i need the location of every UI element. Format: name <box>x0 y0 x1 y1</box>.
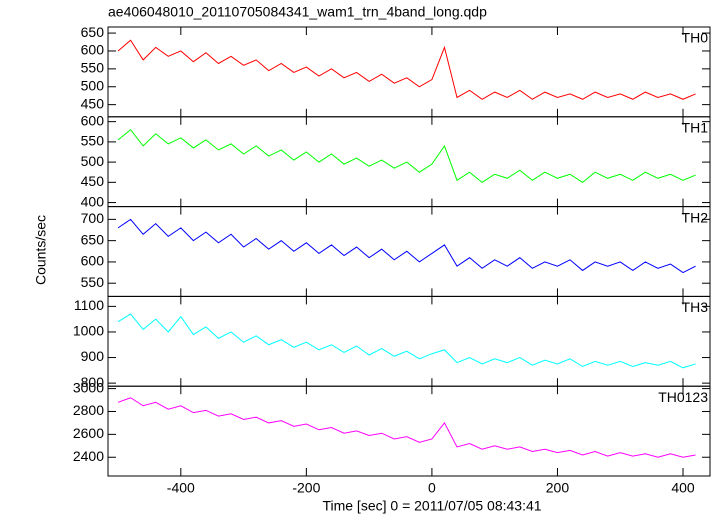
y-tick-label: 600 <box>81 112 105 128</box>
y-tick-label: 2800 <box>73 402 104 418</box>
data-line <box>117 397 696 458</box>
x-tick-label: 400 <box>671 480 695 496</box>
x-tick-label: 200 <box>546 480 570 496</box>
y-tick-label: 1000 <box>73 323 104 339</box>
y-tick-label: 650 <box>81 231 105 247</box>
data-line <box>117 129 696 183</box>
y-tick-label: 650 <box>81 24 105 40</box>
y-tick-label: 500 <box>81 77 105 93</box>
y-tick-label: 550 <box>81 133 105 149</box>
x-tick-label: 0 <box>428 480 436 496</box>
panel-frame <box>107 385 711 477</box>
y-tick-label: 3000 <box>73 379 104 395</box>
data-line <box>117 39 696 100</box>
panel-label: TH1 <box>682 120 709 136</box>
x-tick-label: -200 <box>292 480 320 496</box>
y-tick-label: 600 <box>81 253 105 269</box>
panel-label: TH0123 <box>658 389 708 405</box>
y-tick-label: 2600 <box>73 425 104 441</box>
y-tick-label: 1100 <box>74 297 104 313</box>
x-axis-label: Time [sec] 0 = 2011/07/05 08:43:41 <box>322 498 541 514</box>
panel-frame <box>107 26 711 118</box>
y-axis-label: Counts/sec <box>33 215 49 285</box>
y-tick-label: 800 <box>81 374 105 390</box>
y-tick-label: 400 <box>81 193 105 209</box>
chart-title: ae406048010_20110705084341_wam1_trn_4ban… <box>108 4 487 20</box>
y-tick-label: 600 <box>81 42 105 58</box>
y-tick-label: 550 <box>81 274 105 290</box>
panel-label: TH3 <box>682 299 709 315</box>
y-tick-label: 2400 <box>73 448 104 464</box>
y-tick-label: 450 <box>81 173 105 189</box>
y-tick-label: 900 <box>81 348 105 364</box>
panel-label: TH0 <box>682 30 709 46</box>
y-tick-label: 550 <box>81 60 105 76</box>
x-tick-label: -400 <box>167 480 195 496</box>
y-tick-label: 700 <box>81 210 105 226</box>
y-tick-label: 500 <box>81 153 105 169</box>
panel-frame <box>107 295 711 387</box>
panel-label: TH2 <box>682 209 709 225</box>
data-line <box>117 218 696 274</box>
panel-frame <box>107 116 711 208</box>
panel-frame <box>107 206 711 297</box>
y-tick-label: 450 <box>81 95 105 111</box>
data-line <box>117 313 696 369</box>
